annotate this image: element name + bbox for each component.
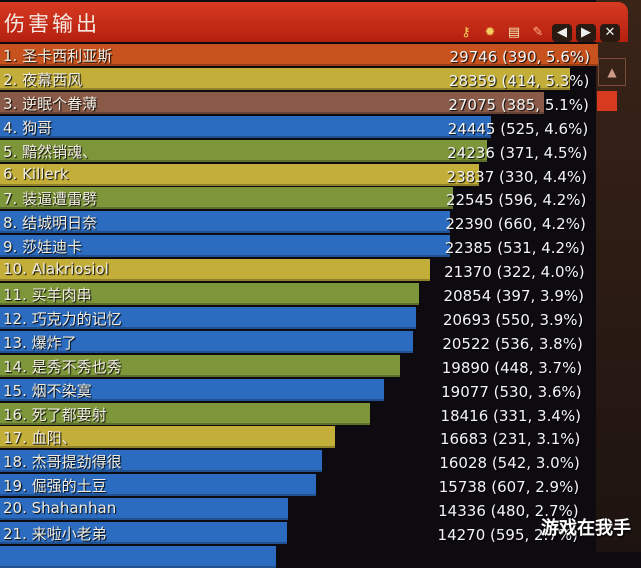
player-name: 2. 夜幕西风	[3, 70, 83, 89]
list-item[interactable]: 19. 倔强的土豆 15738 (607, 2.9%)	[0, 474, 600, 497]
list-item[interactable]: 11. 买羊肉串 20854 (397, 3.9%)	[0, 283, 600, 305]
damage-bar	[0, 115, 492, 138]
list-item[interactable]: 9. 莎娃迪卡 22385 (531, 4.2%)	[0, 235, 600, 258]
player-name: 19. 倔强的土豆	[3, 477, 107, 496]
list-item[interactable]: 18. 杰哥提劲得很 16028 (542, 3.0%)	[0, 450, 600, 473]
player-name: 13. 爆炸了	[3, 333, 77, 352]
next-icon[interactable]: ▶	[576, 24, 596, 42]
close-icon[interactable]: ✕	[600, 24, 620, 42]
list-item[interactable]: 21. 来啦小老弟 14270 (595, 2.7%)	[0, 522, 600, 544]
list-item[interactable]: 12. 巧克力的记忆 20693 (550, 3.9%)	[0, 306, 600, 329]
partial-row	[0, 546, 600, 568]
prev-icon[interactable]: ◀	[552, 24, 572, 42]
damage-bar	[0, 474, 317, 497]
player-name: 15. 烟不染寞	[3, 381, 92, 400]
player-name: 21. 来啦小老弟	[3, 525, 107, 543]
damage-bar	[0, 187, 454, 210]
list-item[interactable]: 7. 装逼遭雷劈 22545 (596, 4.2%)	[0, 187, 600, 210]
damage-bar	[0, 354, 400, 377]
player-name: 14. 是秀不秀也秀	[3, 357, 122, 376]
player-name: 12. 巧克力的记忆	[3, 309, 122, 328]
player-name: 5. 黯然销魂、	[3, 142, 98, 161]
list-item[interactable]: 20. Shahanhan 14336 (480, 2.7%)	[0, 498, 600, 521]
damage-value: 16683 (231, 3.1%)	[439, 430, 581, 449]
player-name: 3. 逆眠个眷薄	[3, 94, 98, 113]
damage-value: 22545 (596, 4.2%)	[445, 191, 587, 210]
damage-value: 24236 (371, 4.5%)	[447, 143, 588, 162]
list-item[interactable]: 10. Alakriosiol 21370 (322, 4.0%)	[0, 259, 600, 282]
damage-value: 14270 (595, 2.7%)	[437, 526, 578, 544]
list-item[interactable]: 16. 死了都要射 18416 (331, 3.4%)	[0, 402, 600, 425]
damage-bar	[0, 283, 420, 305]
list-item[interactable]: 17. 血阳、 16683 (231, 3.1%)	[0, 426, 600, 449]
damage-value: 15738 (607, 2.9%)	[438, 478, 580, 497]
player-name: 4. 狗哥	[3, 118, 53, 137]
damage-bar	[0, 450, 323, 473]
player-name: 10. Alakriosiol	[3, 260, 109, 279]
damage-bar	[0, 91, 545, 114]
damage-bar	[0, 259, 430, 282]
list-item[interactable]: 6. Killerk 23837 (330, 4.4%)	[0, 163, 600, 186]
damage-bar	[0, 498, 289, 521]
damage-value: 20522 (536, 3.8%)	[442, 334, 583, 353]
list-item[interactable]: 13. 爆炸了 20522 (536, 3.8%)	[0, 330, 600, 353]
damage-bar	[0, 402, 371, 425]
title-bar[interactable]: 伤害输出 ⚷ ✹ ▤ ✎ ◀ ▶ ✕	[0, 2, 628, 42]
list-item[interactable]: 3. 逆眠个眷薄 27075 (385, 5.1%)	[0, 91, 600, 114]
player-name: 1. 圣卡西利亚斯	[3, 47, 113, 65]
list-item[interactable]: 2. 夜幕西风 28359 (414, 5.3%)	[0, 67, 600, 90]
damage-bar	[0, 235, 451, 258]
list-item[interactable]: 15. 烟不染寞 19077 (530, 3.6%)	[0, 378, 600, 401]
player-name: 7. 装逼遭雷劈	[3, 190, 98, 209]
damage-bar	[0, 378, 384, 401]
damage-value: 19077 (530, 3.6%)	[441, 382, 582, 401]
player-name: 9. 莎娃迪卡	[3, 238, 83, 257]
report-icon[interactable]: ✎	[532, 25, 544, 40]
damage-value: 16028 (542, 3.0%)	[439, 454, 580, 473]
document-icon[interactable]: ▤	[507, 25, 521, 40]
damage-value: 20854 (397, 3.9%)	[443, 287, 584, 305]
player-name: 6. Killerk	[3, 164, 69, 183]
damage-value: 14336 (480, 2.7%)	[438, 502, 579, 521]
list-item[interactable]: 5. 黯然销魂、 24236 (371, 4.5%)	[0, 139, 600, 162]
damage-bar	[0, 163, 480, 186]
damage-value: 19890 (448, 3.7%)	[441, 358, 583, 377]
damage-bar	[0, 306, 416, 329]
damage-value: 24445 (525, 4.6%)	[447, 119, 589, 138]
damage-value: 22385 (531, 4.2%)	[444, 239, 586, 258]
player-name: 11. 买羊肉串	[3, 286, 92, 304]
list-item[interactable]: 14. 是秀不秀也秀 19890 (448, 3.7%)	[0, 354, 600, 377]
list-item[interactable]: 4. 狗哥 24445 (525, 4.6%)	[0, 115, 600, 138]
damage-value: 20693 (550, 3.9%)	[442, 310, 584, 329]
watermark: 游戏在我手	[541, 518, 631, 539]
scrollbar-thumb[interactable]	[597, 91, 617, 111]
window-title: 伤害输出	[4, 12, 100, 36]
player-name: 8. 结城明日奈	[3, 214, 98, 233]
damage-value: 28359 (414, 5.3%)	[448, 71, 590, 90]
damage-value: 18416 (331, 3.4%)	[440, 406, 581, 425]
scroll-up-button[interactable]: ▲	[598, 58, 626, 86]
player-name: 16. 死了都要射	[3, 405, 107, 424]
player-name: 20. Shahanhan	[3, 499, 117, 518]
damage-bar	[0, 139, 488, 162]
damage-value: 22390 (660, 4.2%)	[445, 215, 586, 234]
player-name: 18. 杰哥提劲得很	[3, 453, 122, 472]
damage-value: 23837 (330, 4.4%)	[446, 167, 587, 186]
damage-value: 21370 (322, 4.0%)	[444, 263, 585, 282]
damage-value: 27075 (385, 5.1%)	[448, 95, 589, 114]
damage-value: 29746 (390, 5.6%)	[449, 48, 590, 66]
toolbar: ⚷ ✹ ▤ ✎ ◀ ▶ ✕	[456, 24, 620, 42]
damage-bar	[0, 330, 413, 353]
gear-icon[interactable]: ✹	[484, 25, 496, 40]
damage-bar	[0, 211, 451, 234]
damage-bar	[0, 67, 571, 90]
list-item[interactable]: 1. 圣卡西利亚斯 29746 (390, 5.6%)	[0, 44, 600, 66]
damage-bar	[0, 44, 598, 66]
damage-bar	[0, 426, 336, 449]
list-item[interactable]: 8. 结城明日奈 22390 (660, 4.2%)	[0, 211, 600, 234]
damage-bar	[0, 522, 287, 544]
key-icon[interactable]: ⚷	[461, 25, 471, 40]
player-name: 17. 血阳、	[3, 429, 77, 448]
